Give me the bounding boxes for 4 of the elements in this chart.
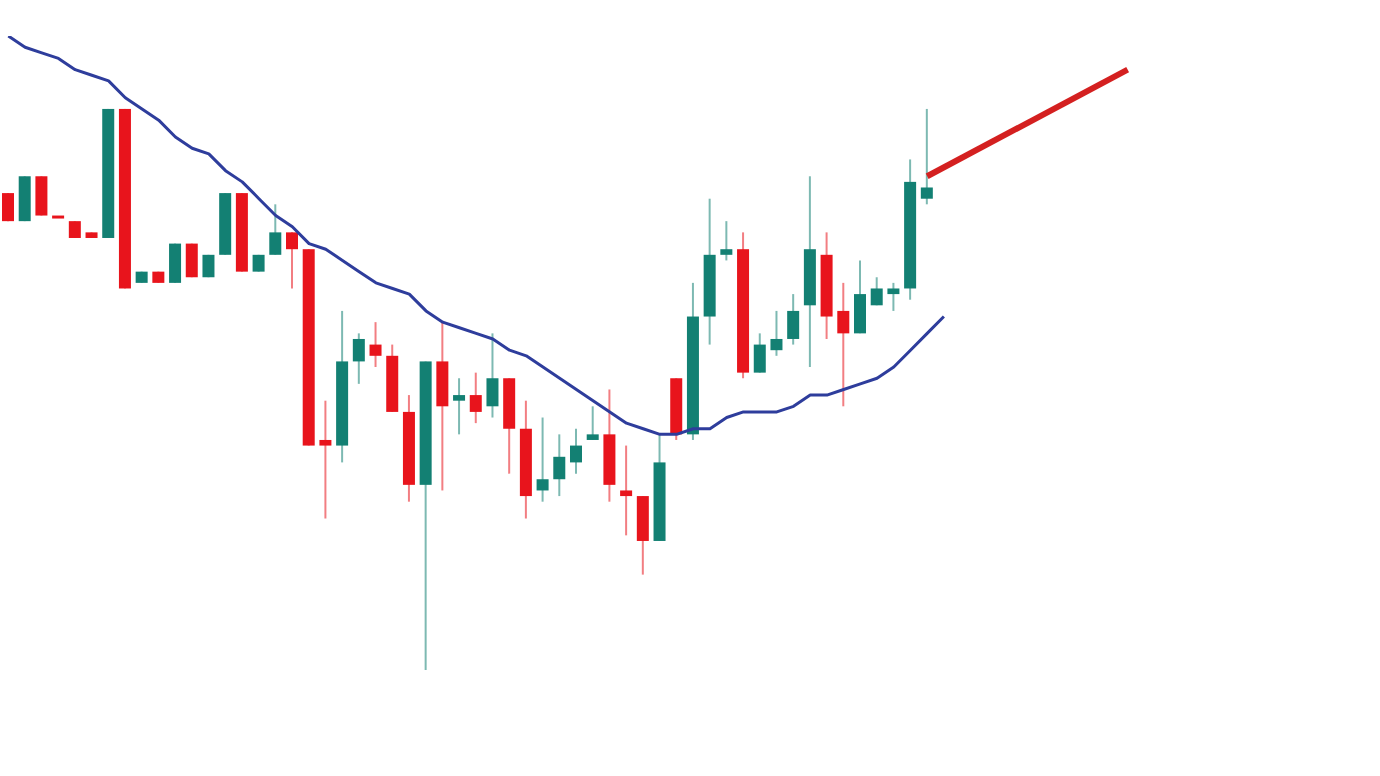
candlestick [2,192,14,223]
candlestick [169,242,182,284]
candlestick [35,175,48,217]
candlestick [18,175,31,223]
